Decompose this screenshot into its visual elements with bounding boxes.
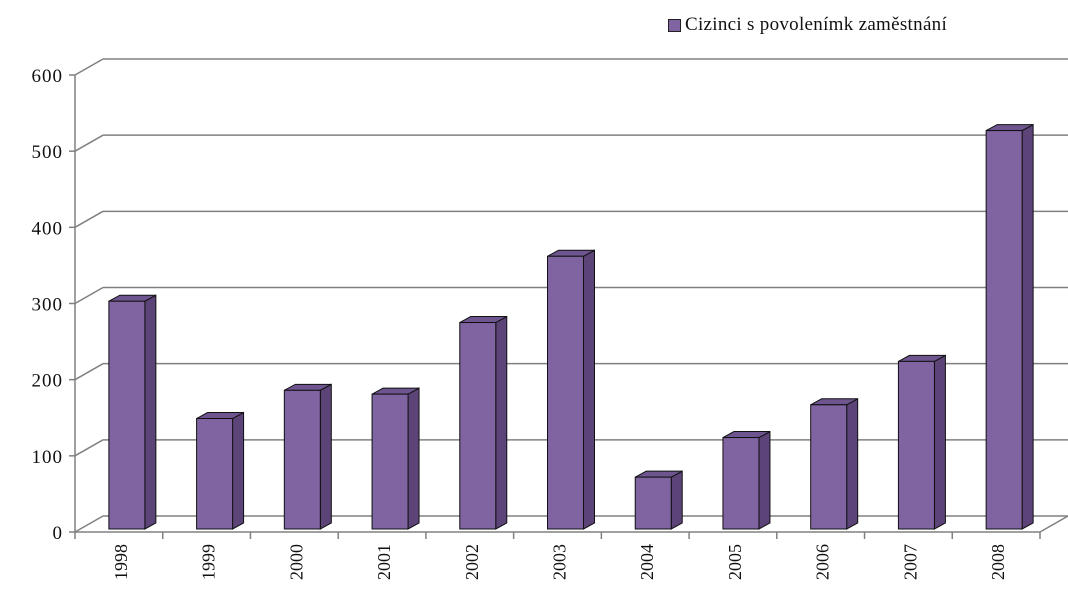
bar-side	[583, 249, 595, 530]
floor-right-edge	[1039, 515, 1068, 533]
gridline-diag	[74, 439, 104, 457]
y-tick-label: 400	[32, 218, 64, 239]
axes	[69, 74, 1041, 539]
bar-side	[670, 470, 683, 530]
bar-side	[319, 383, 332, 530]
bar-side	[933, 354, 946, 530]
bar-side	[758, 430, 771, 530]
bar-side	[1021, 123, 1034, 530]
x-tick-label: 2003	[550, 544, 570, 580]
x-tick-label: 2001	[374, 544, 394, 580]
x-tick-label: 1999	[199, 544, 219, 580]
y-tick-label: 0	[53, 523, 64, 544]
legend: Cizinci s povolenímk zaměstnání	[668, 14, 947, 36]
bar-side	[495, 315, 508, 530]
gridline-diag	[74, 363, 104, 381]
x-tick-label: 1998	[111, 544, 131, 580]
bar	[459, 322, 497, 530]
bar	[897, 360, 935, 530]
bar	[985, 130, 1023, 530]
x-tick-label: 2000	[286, 544, 306, 580]
y-tick-label: 300	[32, 295, 64, 316]
gridline-diag	[74, 286, 104, 305]
x-tick-label: 2007	[900, 544, 920, 580]
bar	[196, 418, 234, 530]
y-tick-label: 200	[32, 371, 64, 392]
bar	[371, 393, 409, 530]
gridline-diag	[74, 210, 104, 228]
y-tick-label: 600	[32, 66, 64, 87]
gridline-diag	[74, 58, 104, 76]
gridline-diag	[74, 515, 104, 533]
legend-label: Cizinci s povolenímk zaměstnání	[685, 14, 948, 35]
x-tick-label: 2002	[462, 544, 482, 580]
bar-side	[846, 397, 859, 530]
bar-side	[232, 411, 245, 530]
y-tick-label: 100	[32, 447, 64, 468]
legend-swatch	[668, 18, 681, 32]
y-tick-label: 500	[32, 142, 64, 163]
bar	[283, 389, 321, 530]
bars	[108, 123, 1034, 530]
x-tick-label: 2004	[637, 544, 657, 580]
bar	[634, 476, 672, 530]
x-tick-label: 2008	[988, 544, 1008, 580]
bar	[722, 437, 760, 530]
bar-side	[407, 387, 420, 530]
bar	[810, 404, 848, 530]
bar	[108, 300, 146, 530]
x-tick-labels: 1998 1999 2000 2001 2002 2003 2004 2005 2006 2007…	[111, 544, 1008, 580]
x-tick-label: 2005	[725, 544, 745, 580]
bar	[547, 255, 584, 530]
x-tick-label: 2006	[813, 544, 833, 580]
y-tick-labels: 0 100 200 300 400 500 600	[32, 66, 64, 544]
gridline-diag	[74, 134, 104, 152]
bar-side	[144, 294, 157, 530]
